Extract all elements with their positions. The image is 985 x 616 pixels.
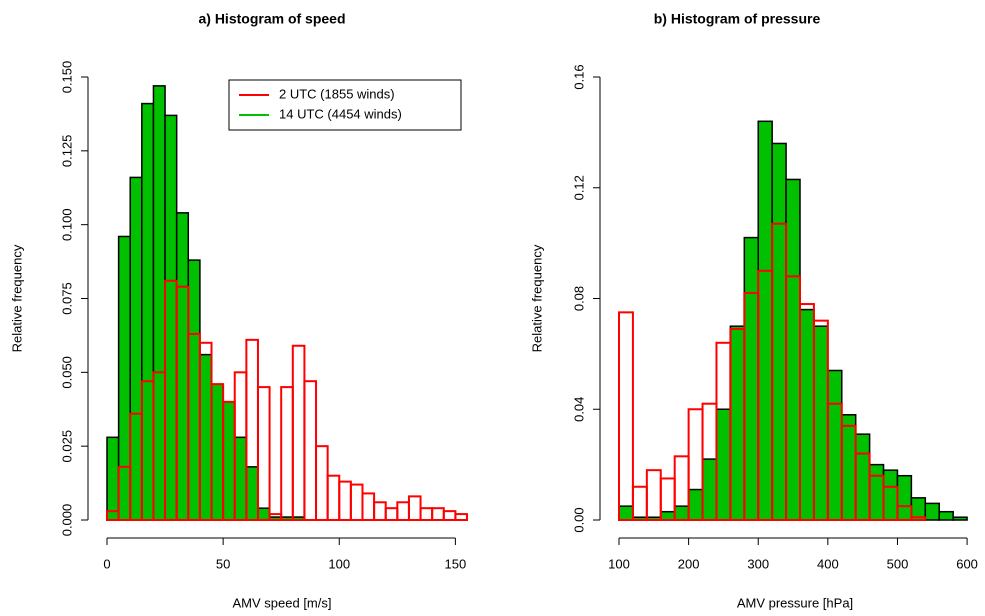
y-axis-label: Relative frequency [9,244,24,352]
y-tick-label: 0.025 [59,430,74,463]
histogram-bar [854,433,871,521]
x-axis-label: AMV speed [m/s] [233,595,332,610]
histogram-bar [687,488,704,521]
histogram-bar [106,436,120,521]
x-tick-label: 0 [103,556,110,571]
histogram-bar [210,383,224,521]
histogram-bar [701,458,718,521]
y-tick-label: 0.12 [571,175,586,200]
x-tick-label: 300 [747,556,769,571]
x-tick-label: 600 [956,556,978,571]
histogram-bar [152,85,166,521]
histogram-bar [673,505,690,521]
x-tick-label: 200 [678,556,700,571]
histogram-bar [361,492,376,522]
histogram-bar [896,505,913,521]
x-tick-label: 400 [817,556,839,571]
legend-box [228,79,462,131]
histogram-bar [618,311,634,521]
x-tick-label: 150 [445,556,467,571]
histogram-bar [396,501,410,521]
histogram-bar [175,212,190,521]
histogram-bar [349,483,364,521]
y-tick-label: 0.00 [571,507,586,532]
histogram-bar [187,259,201,521]
x-tick-label: 100 [328,556,350,571]
y-tick-label: 0.125 [59,135,74,168]
histogram-bar [454,513,468,521]
histogram-bar [245,466,259,521]
histogram-bar [326,474,341,522]
histogram-bar [315,445,329,521]
legend-label: 2 UTC (1855 winds) [279,86,395,101]
histogram-bar [222,401,236,521]
y-tick-label: 0.100 [59,208,74,241]
histogram-bar [117,235,131,521]
histogram-bar [291,344,306,521]
histogram-bar [882,485,899,521]
x-tick-label: 500 [887,556,909,571]
histogram-bar [129,176,143,521]
histogram-bar [384,507,399,522]
histogram-bar [338,480,352,521]
histogram-bar [431,507,445,522]
histogram-bar [660,510,676,521]
x-axis-label: AMV pressure [hPa] [737,595,853,610]
histogram-bar [868,463,885,521]
histogram-bar [938,510,954,521]
y-axis-label: Relative frequency [529,244,544,352]
panel: b) Histogram of pressure AMV pressure [hP… [529,11,977,611]
histogram-bar [419,507,434,522]
histogram-bar [785,178,801,521]
histogram-bar [896,474,913,521]
histogram-bar [924,502,940,521]
histogram-bar [645,469,662,522]
histogram-bar [256,386,271,521]
histogram-bar [618,505,634,521]
histogram-bar [280,386,294,521]
y-tick-label: 0.150 [59,61,74,94]
x-tick-label: 50 [216,556,230,571]
y-tick-label: 0.16 [571,64,586,89]
histogram-bar [407,495,422,521]
y-tick-label: 0.000 [59,504,74,537]
y-tick-label: 0.050 [59,356,74,389]
histogram-bar [141,102,155,521]
histogram-bar [164,114,178,521]
histogram-bar [257,507,271,521]
histogram-bar [715,408,732,521]
histogram-bar [631,485,648,521]
histogram-bar [303,380,318,521]
histogram-bar [910,516,927,522]
histogram-bar [771,142,787,521]
x-tick-label: 100 [608,556,630,571]
histogram-bar [827,369,843,521]
histogram-bar [442,510,457,522]
legend-label: 14 UTC (4454 winds) [279,106,402,121]
histogram-bar [813,325,829,521]
y-tick-label: 0.08 [571,286,586,311]
histogram-bar [729,325,746,521]
chart-title: a) Histogram of speed [198,11,345,27]
histogram-bar [757,120,773,521]
histogram-bar [199,353,213,521]
histogram-bar [743,236,759,521]
histogram-bar [799,308,815,521]
histogram-bar [233,436,248,521]
histogram-bar [373,501,387,521]
histogram-bar [841,414,857,521]
y-tick-label: 0.04 [571,397,586,422]
panel: a) Histogram of speed AMV speed [m/s] Rela… [9,11,468,610]
histogram-bar [952,516,968,521]
chart-title: b) Histogram of pressure [654,11,821,27]
y-tick-label: 0.075 [59,282,74,315]
histogram-bar [882,469,899,521]
